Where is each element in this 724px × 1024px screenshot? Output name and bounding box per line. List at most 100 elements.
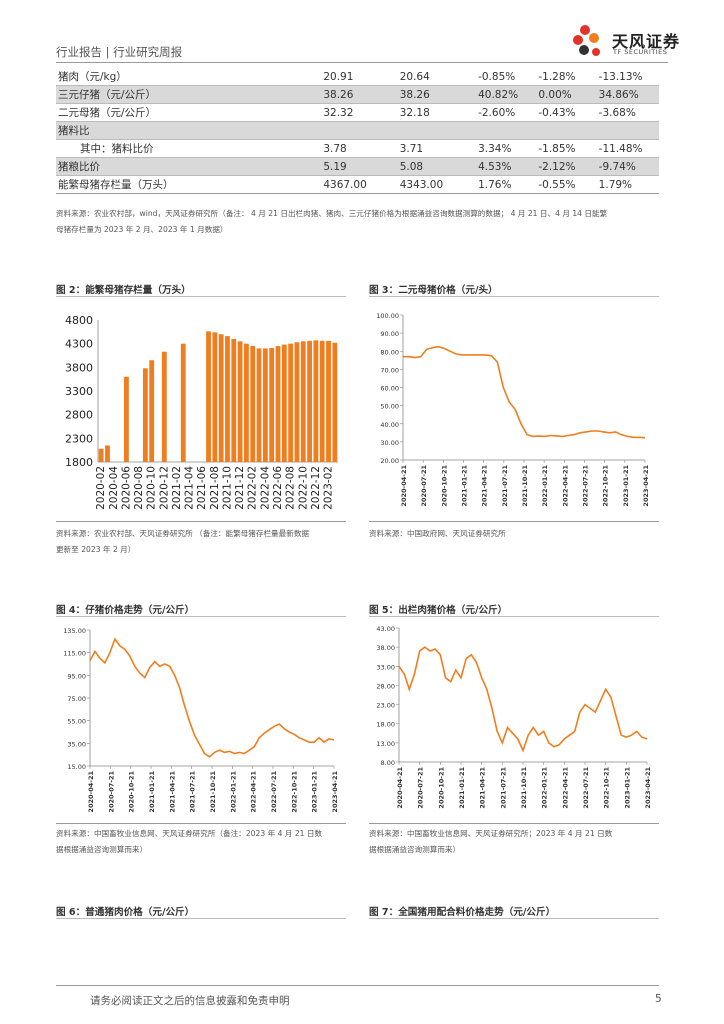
- y-tick-label: 28.00: [376, 682, 395, 690]
- table-row: 其中：猪料比价 3.78 3.71 3.34% -1.85% -11.48%: [56, 139, 659, 158]
- x-tick-label: 2022-04: [259, 466, 271, 510]
- x-tick-label: 2021-10: [221, 466, 233, 510]
- x-tick-label: 2022-12: [310, 466, 322, 510]
- x-tick-label: 2022-04-21: [561, 465, 569, 507]
- disclaimer-footer: 请务必阅读正文之后的信息披露和免责申明: [90, 995, 290, 1007]
- x-tick-label: 2021-10-21: [209, 771, 217, 813]
- x-tick-label: 2022-10: [297, 466, 309, 510]
- x-tick-label: 2022-01-21: [541, 767, 549, 809]
- company-logo: [573, 25, 600, 56]
- cell-value: [598, 121, 659, 140]
- cell-value: 0.00%: [538, 85, 599, 104]
- cell-value: -1.85%: [538, 139, 599, 158]
- row-label: 能繁母猪存栏量（万头）: [56, 175, 324, 194]
- x-tick-label: 2023-01-21: [623, 767, 631, 809]
- bar: [212, 332, 218, 462]
- bar: [313, 340, 319, 462]
- bar: [288, 343, 294, 462]
- row-label: 猪肉（元/kg）: [58, 71, 127, 83]
- x-tick-label: 2020-04-21: [87, 771, 95, 813]
- x-tick-label: 2021-04-21: [168, 771, 176, 813]
- cell-value: 32.32: [323, 103, 400, 122]
- x-tick-label: 2023-04-21: [642, 465, 650, 507]
- cell-value: -0.55%: [538, 175, 599, 194]
- bar: [326, 340, 331, 462]
- bar: [262, 348, 268, 462]
- x-tick-label: 2023-01-21: [311, 771, 319, 813]
- y-tick-label: 4300: [65, 338, 93, 351]
- x-tick-label: 2021-02: [171, 466, 183, 510]
- cell-value: 1.79%: [598, 175, 659, 194]
- x-tick-label: 2021-07-21: [501, 465, 509, 507]
- x-tick-label: 2021-04: [184, 466, 196, 510]
- bar: [250, 346, 256, 462]
- y-tick-label: 38.00: [376, 644, 395, 652]
- y-tick-label: 20.00: [380, 457, 399, 465]
- bar: [206, 331, 211, 462]
- bar: [124, 376, 129, 462]
- y-tick-label: 3300: [65, 385, 93, 398]
- bar: [180, 343, 186, 462]
- y-tick-label: 35.00: [67, 740, 86, 748]
- x-tick-label: 2020-04: [108, 466, 120, 510]
- cell-value: -2.60%: [478, 103, 539, 122]
- y-tick-label: 43.00: [376, 625, 395, 633]
- y-tick-label: 60.00: [380, 385, 399, 393]
- series-line: [398, 646, 648, 753]
- cell-value: 40.82%: [478, 85, 539, 104]
- x-tick-label: 2021-08: [209, 466, 221, 510]
- bar: [225, 336, 230, 462]
- row-label: 猪料比: [56, 121, 324, 140]
- x-tick-label: 2021-04-21: [479, 767, 487, 809]
- x-tick-label: 2022-01-21: [541, 465, 549, 507]
- y-tick-label: 13.00: [376, 740, 395, 748]
- x-tick-label: 2021-10-21: [521, 465, 529, 507]
- y-tick-label: 18.00: [376, 721, 395, 729]
- bar: [256, 348, 262, 462]
- y-tick-label: 40.00: [380, 421, 399, 429]
- x-tick-label: 2022-04-21: [561, 767, 569, 809]
- x-tick-label: 2023-04-21: [644, 767, 652, 809]
- fig3-title: 图 3：二元母猪价格（元/头）: [369, 285, 498, 296]
- cell-value: 20.64: [399, 70, 430, 83]
- x-tick-label: 2021-01-21: [458, 767, 466, 809]
- bar: [98, 448, 104, 462]
- x-tick-label: 2020-06: [120, 466, 132, 510]
- bar: [244, 343, 249, 462]
- y-tick-label: 4800: [65, 314, 93, 327]
- bar: [275, 346, 281, 462]
- cell-value: 38.26: [323, 85, 400, 104]
- bar: [307, 340, 312, 462]
- x-tick-label: 2020-10-21: [128, 771, 136, 813]
- cell-value: [399, 121, 479, 140]
- cell-value: [478, 121, 539, 140]
- y-tick-label: 95.00: [67, 672, 86, 680]
- x-tick-label: 2022-10-21: [602, 465, 610, 507]
- x-tick-label: 2020-08: [133, 466, 145, 510]
- cell-value: 3.71: [399, 139, 479, 158]
- x-tick-label: 2022-02: [247, 466, 259, 510]
- x-tick-label: 2023-02: [323, 466, 335, 510]
- cell-value: 38.26: [399, 85, 479, 104]
- y-tick-label: 8.00: [381, 759, 395, 767]
- bar: [218, 334, 224, 462]
- report-header-label: 行业报告 | 行业研究周报: [56, 45, 183, 59]
- bar: [149, 360, 155, 462]
- x-tick-label: 2020-10-21: [440, 465, 448, 507]
- y-tick-label: 90.00: [380, 330, 399, 338]
- fig7-title: 图 7：全国猪用配合料价格走势（元/公斤）: [369, 907, 556, 918]
- y-tick-label: 30.00: [380, 439, 399, 447]
- x-tick-label: 2020-07-21: [107, 771, 115, 813]
- x-tick-label: 2022-07-21: [582, 767, 590, 809]
- row-label: 二元母猪（元/公斤）: [56, 103, 324, 122]
- y-tick-label: 2800: [65, 409, 93, 422]
- flower-logo-icon: [573, 25, 600, 56]
- fig2-source: 资料来源：农业农村部、天风证券研究所 （备注：能繁母猪存栏量最新数据 更新至 20…: [56, 529, 310, 554]
- bar: [300, 341, 306, 462]
- price-table: 猪肉（元/kg） 20.91 20.64 -0.85% -1.28% -13.13% 三元仔…: [56, 68, 659, 194]
- bar: [105, 445, 110, 462]
- cell-value: 3.34%: [478, 139, 539, 158]
- cell-value: 34.86%: [598, 85, 659, 104]
- bar: [319, 340, 325, 462]
